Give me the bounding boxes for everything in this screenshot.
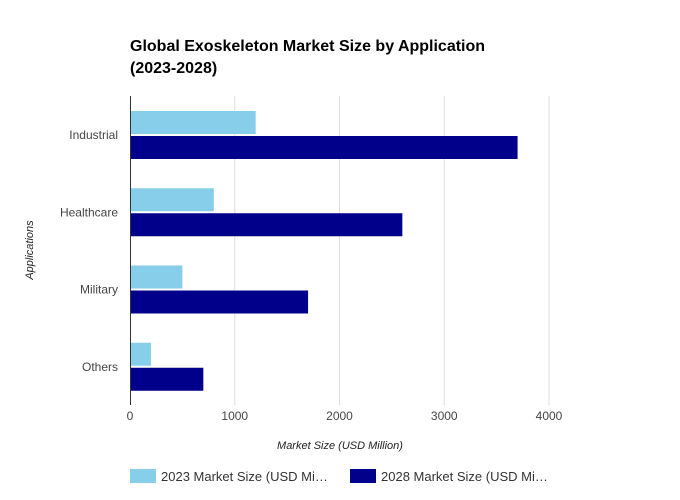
x-tick-label: 2000	[326, 409, 353, 423]
category-label: Others	[82, 360, 118, 374]
category-label: Industrial	[69, 128, 118, 142]
bar-military-2028	[130, 290, 309, 314]
legend-swatch	[350, 469, 376, 483]
category-label: Military	[80, 283, 118, 297]
x-tick-label: 0	[127, 409, 134, 423]
category-label: Healthcare	[60, 205, 118, 219]
category-labels: Industrial Healthcare Military Others	[60, 128, 118, 374]
legend-label: 2023 Market Size (USD Mi…	[161, 469, 328, 484]
legend-swatch	[130, 469, 156, 483]
bars	[130, 111, 518, 391]
chart-title-line2: (2023-2028)	[130, 60, 217, 77]
bar-healthcare-2023	[130, 188, 214, 212]
bar-others-2023	[130, 342, 151, 366]
x-axis-title: Market Size (USD Million)	[277, 440, 403, 452]
bar-others-2028	[130, 367, 204, 391]
x-tick-labels: 0 1000 2000 3000 4000	[127, 409, 563, 423]
chart-title: Global Exoskeleton Market Size by Applic…	[130, 38, 485, 55]
bar-industrial-2028	[130, 136, 518, 159]
bar-industrial-2023	[130, 111, 256, 134]
x-tick-label: 3000	[431, 409, 458, 423]
bar-military-2023	[130, 265, 183, 289]
legend-label: 2028 Market Size (USD Mi…	[381, 469, 548, 484]
x-tick-label: 1000	[221, 409, 248, 423]
bar-healthcare-2028	[130, 213, 403, 237]
legend: 2023 Market Size (USD Mi… 2028 Market Siz…	[130, 469, 548, 484]
x-tick-label: 4000	[536, 409, 563, 423]
y-axis-title: Applications	[24, 220, 36, 281]
